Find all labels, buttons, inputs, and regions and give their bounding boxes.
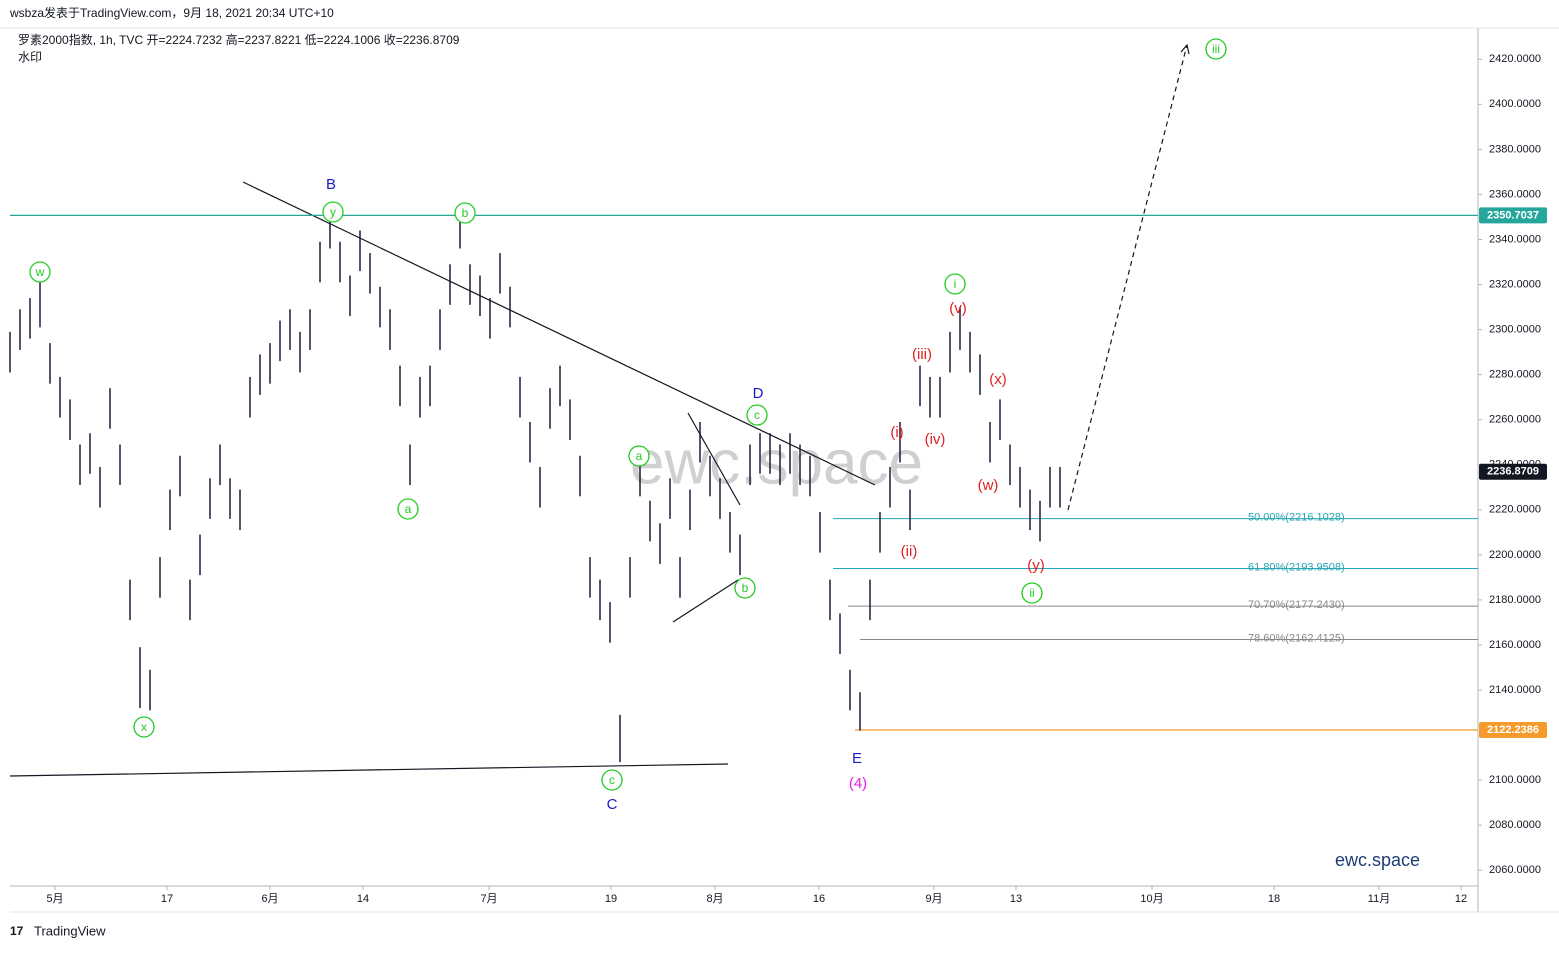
x-tick-label: 7月: [480, 893, 497, 905]
wave-label: (y): [1027, 557, 1045, 574]
wave-label: (4): [849, 775, 867, 792]
wave-circle: [734, 577, 756, 599]
x-tick-label: 16: [813, 893, 825, 905]
wave-label: E: [852, 750, 862, 767]
projection: [1067, 44, 1188, 511]
price-tag-label: 2122.2386: [1487, 724, 1539, 736]
x-tick-label: 10月: [1140, 893, 1163, 905]
arrowhead: [1180, 43, 1190, 55]
wave-label: a: [636, 449, 643, 463]
wave-circle: [29, 261, 51, 283]
wave-label: (x): [989, 371, 1007, 388]
logo: 17: [10, 924, 24, 938]
price-tag-label: 2350.7037: [1487, 209, 1539, 221]
wave-circle: [628, 445, 650, 467]
wave-circle: [601, 769, 623, 791]
y-tick-label: 2320.0000: [1489, 278, 1541, 290]
y-tick-label: 2400.0000: [1489, 98, 1541, 110]
wave-circle: [133, 716, 155, 738]
x-tick-label: 18: [1268, 893, 1280, 905]
wave-label: i: [954, 277, 957, 291]
fib-label: 61.80%(2193.9508): [1248, 561, 1345, 573]
wave-label: x: [141, 720, 147, 734]
y-tick-label: 2200.0000: [1489, 549, 1541, 561]
footer: TradingView: [34, 923, 106, 938]
y-tick-label: 2360.0000: [1489, 188, 1541, 200]
wave-label: iii: [1212, 42, 1220, 56]
y-tick-label: 2180.0000: [1489, 594, 1541, 606]
wave-label: (ii): [901, 543, 918, 560]
y-tick-label: 2160.0000: [1489, 639, 1541, 651]
wave-circle: [944, 273, 966, 295]
x-tick-label: 8月: [706, 893, 723, 905]
wave-label: c: [609, 773, 615, 787]
wave-label: B: [326, 176, 336, 193]
y-tick-label: 2420.0000: [1489, 53, 1541, 65]
wave-circle: [1205, 38, 1227, 60]
wave-circle: [1021, 582, 1043, 604]
y-tick-label: 2060.0000: [1489, 864, 1541, 876]
y-tick-label: 2380.0000: [1489, 143, 1541, 155]
wave-label: (iii): [912, 346, 932, 363]
brand: ewc.space: [1335, 850, 1420, 870]
chart-subtitle: 水印: [18, 50, 42, 64]
x-tick-label: 13: [1010, 893, 1022, 905]
fib-label: 70.70%(2177.2430): [1248, 599, 1345, 611]
wave-label: (i): [890, 424, 903, 441]
price-tag: [1479, 463, 1547, 480]
wave-circle: [746, 404, 768, 426]
fib-label: 50.00%(2216.1028): [1248, 511, 1345, 523]
wave-label: (w): [978, 477, 999, 494]
trendline: [9, 763, 729, 777]
wave-label: y: [330, 205, 336, 219]
wave-label: a: [405, 502, 412, 516]
price-tag: [1479, 207, 1547, 224]
publisher: wsbza发表于TradingView.com，9月 18, 2021 20:3…: [9, 5, 334, 20]
price-tag: [1479, 722, 1547, 739]
wave-circle: [397, 498, 419, 520]
y-tick-label: 2280.0000: [1489, 369, 1541, 381]
x-tick-label: 5月: [46, 893, 63, 905]
wave-label: b: [462, 206, 469, 220]
wave-label: C: [607, 796, 618, 813]
x-tick-label: 6月: [261, 893, 278, 905]
wave-label: ii: [1029, 586, 1034, 600]
wave-circle: [322, 201, 344, 223]
watermark: ewc.space: [630, 428, 923, 497]
x-tick-label: 17: [161, 893, 173, 905]
y-tick-label: 2080.0000: [1489, 819, 1541, 831]
y-tick-label: 2340.0000: [1489, 233, 1541, 245]
x-tick-label: 19: [605, 893, 617, 905]
y-tick-label: 2140.0000: [1489, 684, 1541, 696]
x-tick-label: 12: [1455, 893, 1467, 905]
wave-label: c: [754, 408, 760, 422]
wave-label: (v): [949, 300, 967, 317]
y-tick-label: 2220.0000: [1489, 504, 1541, 516]
wave-label: D: [753, 385, 764, 402]
x-tick-label: 14: [357, 893, 369, 905]
wave-label: (iv): [925, 431, 946, 448]
chart-title: 罗素2000指数, 1h, TVC 开=2224.7232 高=2237.822…: [18, 32, 460, 47]
y-tick-label: 2300.0000: [1489, 324, 1541, 336]
y-tick-label: 2260.0000: [1489, 414, 1541, 426]
price-tag-label: 2236.8709: [1487, 466, 1539, 478]
y-tick-label: 2100.0000: [1489, 774, 1541, 786]
wave-label: b: [742, 581, 749, 595]
x-tick-label: 11月: [1368, 893, 1390, 905]
wave-label: w: [35, 265, 45, 279]
x-tick-label: 9月: [925, 893, 942, 905]
fib-label: 78.60%(2162.4125): [1248, 632, 1345, 644]
wave-circle: [454, 202, 476, 224]
trendline: [687, 412, 741, 506]
trendline: [672, 579, 739, 623]
